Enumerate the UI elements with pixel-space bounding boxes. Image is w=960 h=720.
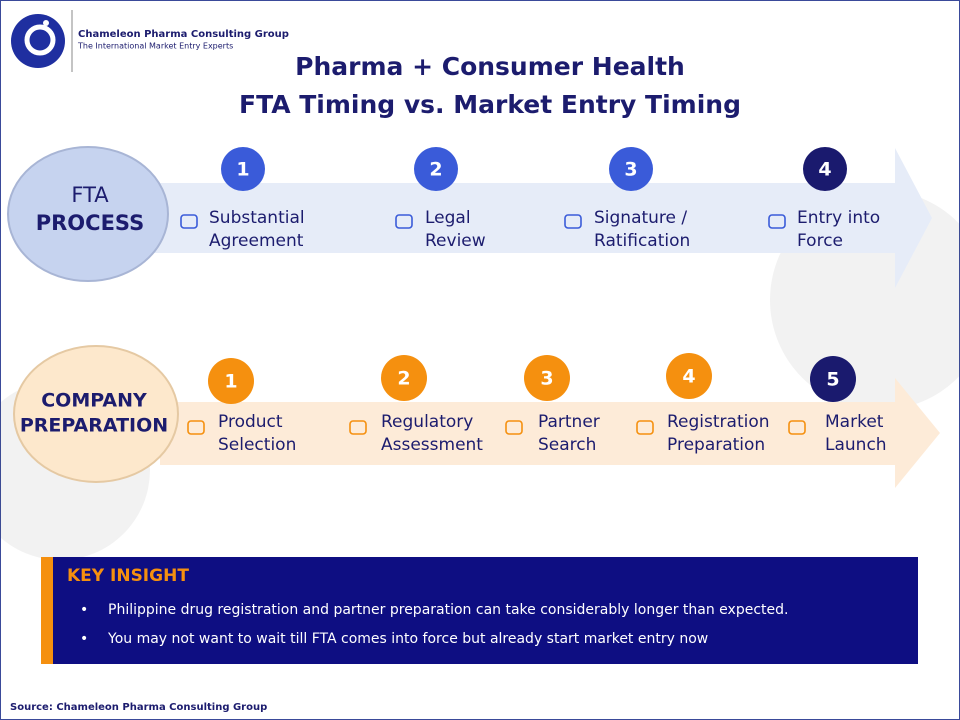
step-number: 4 <box>682 366 695 388</box>
step-label: Review <box>425 231 486 251</box>
logo-name: Chameleon Pharma Consulting Group <box>78 29 289 40</box>
bullet-dot: • <box>80 602 88 618</box>
insight-title: KEY INSIGHT <box>67 566 189 586</box>
step-icon <box>395 214 413 229</box>
step-icon <box>788 420 806 435</box>
step-icon <box>505 420 523 435</box>
logo: Chameleon Pharma Consulting Group The In… <box>11 10 289 72</box>
step-circle <box>803 147 847 191</box>
company-arrow <box>160 378 940 488</box>
step-label: Regulatory <box>381 412 473 432</box>
insight-bullet: Philippine drug registration and partner… <box>108 602 788 618</box>
step-label: Registration <box>667 412 770 432</box>
step-label: Signature / <box>594 208 687 228</box>
step-label: Search <box>538 435 596 455</box>
step-circle <box>609 147 653 191</box>
step-number: 5 <box>826 369 839 391</box>
step-circle <box>524 355 570 401</box>
company-label: COMPANY <box>41 390 147 412</box>
step-number: 1 <box>224 371 237 393</box>
step-label: Market <box>825 412 884 432</box>
source: Source: Chameleon Pharma Consulting Grou… <box>10 702 267 713</box>
logo-tagline: The International Market Entry Experts <box>77 42 233 51</box>
step-icon <box>768 214 786 229</box>
fta-label: FTA <box>71 183 109 207</box>
step-circle <box>414 147 458 191</box>
step-circle <box>221 147 265 191</box>
step-label: Force <box>797 231 843 251</box>
step-circle <box>666 353 712 399</box>
step-circle <box>208 358 254 404</box>
insight-accent <box>41 557 53 664</box>
company-ellipse <box>13 345 179 483</box>
step-label: Partner <box>538 412 600 432</box>
company-label: PREPARATION <box>20 415 168 437</box>
step-icon <box>187 420 205 435</box>
step-icon <box>564 214 582 229</box>
step-number: 4 <box>818 159 831 181</box>
insight-bullet: You may not want to wait till FTA comes … <box>107 631 708 647</box>
steps: 1 Substantial Agreement 2 Legal Review 3 Signat… <box>180 147 887 455</box>
step-circle <box>810 356 856 402</box>
step-label: Launch <box>825 435 887 455</box>
fta-ellipse <box>7 146 169 282</box>
bullet-dot: • <box>80 631 88 647</box>
step-icon <box>180 214 198 229</box>
step-label: Product <box>218 412 283 432</box>
step-label: Agreement <box>209 231 304 251</box>
step-icon <box>349 420 367 435</box>
step-label: Legal <box>425 208 471 228</box>
step-number: 3 <box>624 159 637 181</box>
step-label: Substantial <box>209 208 305 228</box>
step-label: Ratification <box>594 231 690 251</box>
insight-box <box>41 557 918 664</box>
step-number: 2 <box>397 368 410 390</box>
title-line: FTA Timing vs. Market Entry Timing <box>239 90 741 119</box>
fta-label: PROCESS <box>36 211 144 235</box>
step-number: 1 <box>236 159 249 181</box>
title-line: Pharma + Consumer Health <box>295 52 685 81</box>
step-label: Entry into <box>797 208 880 228</box>
step-label: Selection <box>218 435 296 455</box>
step-icon <box>636 420 654 435</box>
fta-arrow <box>150 148 932 288</box>
step-number: 2 <box>429 159 442 181</box>
step-circle <box>381 355 427 401</box>
step-label: Assessment <box>381 435 483 455</box>
step-number: 3 <box>540 368 553 390</box>
step-label: Preparation <box>667 435 765 455</box>
